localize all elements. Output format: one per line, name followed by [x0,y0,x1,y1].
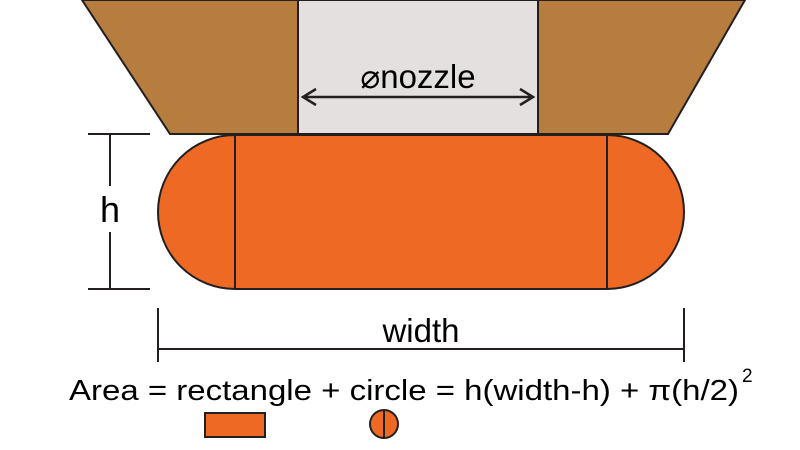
width-label: width [381,312,459,349]
height-label: h [100,189,120,230]
nozzle-right-wall [537,0,747,135]
bead-cross-section [157,134,685,290]
nozzle-diameter-arrow-left [300,87,317,107]
rectangle-legend-icon [204,412,266,438]
nozzle-left-wall [80,0,299,135]
nozzle-diameter-label: ⌀nozzle [360,58,475,95]
area-formula: Area = rectangle + circle = h(width-h) +… [69,375,739,407]
nozzle-diameter-arrow-right [519,87,536,107]
area-formula-exponent: 2 [742,366,753,387]
nozzle-bore [297,0,539,135]
